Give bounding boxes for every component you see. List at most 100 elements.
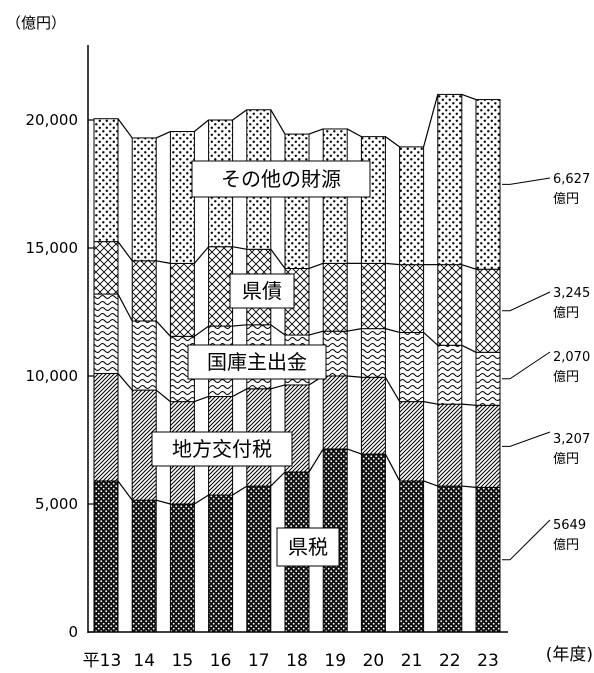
connector-地方交付税 xyxy=(270,384,286,390)
bar-column-10 xyxy=(475,99,501,633)
bar-segment-県債 xyxy=(93,241,119,295)
series-label-text: 県債 xyxy=(242,279,282,303)
y-tick-label: 5,000 xyxy=(35,495,78,513)
connector-国庫主出金 xyxy=(232,324,247,327)
end-label-value: 2,070 xyxy=(553,350,590,365)
end-label-leader xyxy=(502,431,551,447)
end-label-unit: 億円 xyxy=(553,537,579,553)
bar-segment-国庫主出金 xyxy=(399,331,425,403)
connector-地方交付税 xyxy=(384,376,401,402)
bar-segment-県債 xyxy=(475,268,501,353)
bar-segment-国庫主出金 xyxy=(131,320,157,391)
connector-その他の財源 xyxy=(461,93,477,101)
end-label-unit: 億円 xyxy=(553,451,579,467)
connector-県税 xyxy=(156,499,171,505)
connector-国庫主出金 xyxy=(423,332,439,346)
connector-その他の財源 xyxy=(232,109,248,121)
connector-県税 xyxy=(346,448,362,455)
connector-その他の財源 xyxy=(270,109,286,135)
bar-segment-国庫主出金 xyxy=(437,344,463,405)
connector-その他の財源 xyxy=(346,128,362,138)
bar-segment-その他の財源 xyxy=(131,137,157,262)
bar-segment-国庫主出金 xyxy=(475,351,501,406)
connector-国庫主出金 xyxy=(270,324,286,336)
connector-県債 xyxy=(156,260,171,264)
bar-segment-県債 xyxy=(169,262,195,337)
series-label-text: 国庫主出金 xyxy=(207,350,307,374)
connector-その他の財源 xyxy=(385,136,400,148)
bar-segment-地方交付税 xyxy=(475,404,501,488)
y-tick-label: 15,000 xyxy=(26,239,79,257)
bar-segment-その他の財源 xyxy=(475,99,501,270)
connector-その他の財源 xyxy=(194,119,209,132)
connector-国庫主出金 xyxy=(155,320,171,337)
connector-県税 xyxy=(384,453,401,482)
bar-column-9 xyxy=(437,93,463,633)
series-label-box xyxy=(151,431,293,467)
bar-segment-その他の財源 xyxy=(360,136,386,264)
connector-その他の財源 xyxy=(308,128,324,135)
end-label-value: 3,245 xyxy=(553,286,590,301)
bar-segment-国庫主出金 xyxy=(93,293,119,374)
series-label-text: 地方交付税 xyxy=(172,437,272,461)
bar-segment-県税 xyxy=(246,485,272,633)
x-tick-label: 15 xyxy=(172,651,194,671)
end-label-unit: 億円 xyxy=(553,191,579,207)
x-axis-unit-label: (年度) xyxy=(546,645,593,665)
end-label-県税: 5649 億円 xyxy=(502,518,586,561)
connector-国庫主出金 xyxy=(194,325,209,337)
bar-segment-県税 xyxy=(131,499,157,633)
connector-県税 xyxy=(308,448,324,473)
x-tick-label: 17 xyxy=(248,651,270,671)
end-label-leader xyxy=(502,519,551,561)
bar-segment-その他の財源 xyxy=(399,146,425,266)
connector-地方交付税 xyxy=(423,401,438,405)
bar-segment-その他の財源 xyxy=(284,133,310,269)
y-axis-unit-label: （億円） xyxy=(6,14,66,32)
connector-地方交付税 xyxy=(155,389,171,403)
x-tick-label: 22 xyxy=(439,651,461,671)
connector-地方交付税 xyxy=(347,375,362,378)
series-label-text: その他の財源 xyxy=(221,167,341,191)
series-label-box xyxy=(187,344,327,380)
x-tick-label: 平13 xyxy=(83,651,122,671)
series-label-box xyxy=(229,273,295,309)
bar-segment-県債 xyxy=(208,246,234,327)
connector-県税 xyxy=(232,485,248,496)
bar-segment-地方交付税 xyxy=(399,401,425,482)
series-label-text: 県税 xyxy=(288,535,328,559)
connector-その他の財源 xyxy=(155,130,171,139)
connector-国庫主出金 xyxy=(308,330,324,336)
bar-segment-国庫主出金 xyxy=(322,330,348,377)
bar-segment-県債 xyxy=(399,264,425,333)
bar-segment-地方交付税 xyxy=(360,376,386,455)
bar-column-1 xyxy=(131,137,157,633)
bar-segment-県税 xyxy=(208,494,234,633)
connector-県税 xyxy=(117,480,133,501)
bar-segment-県債 xyxy=(322,262,348,332)
bar-segment-県税 xyxy=(399,480,425,633)
x-tick-label: 21 xyxy=(401,651,423,671)
bar-segment-地方交付税 xyxy=(322,375,348,450)
connector-地方交付税 xyxy=(194,395,209,403)
series-label-box xyxy=(191,160,371,198)
x-axis: 平13 14 15 16 17 18 19 20 21 22 23 (年度) xyxy=(83,631,593,671)
bar-column-2 xyxy=(169,131,195,633)
y-tick-label: 10,000 xyxy=(26,367,79,385)
series-labels: 県税 地方交付税 国庫主出金 県債 その他の財源 xyxy=(151,160,371,567)
series-label-地方交付税: 地方交付税 xyxy=(151,431,293,467)
connector-県債 xyxy=(385,262,400,266)
end-label-value: 3,207 xyxy=(553,432,590,447)
bar-column-0 xyxy=(93,118,119,633)
bar-segment-県税 xyxy=(360,453,386,633)
end-label-unit: 億円 xyxy=(553,305,579,321)
x-tick-label: 20 xyxy=(363,651,385,671)
connector-その他の財源 xyxy=(423,94,439,148)
connector-県税 xyxy=(423,480,439,487)
bar-segment-その他の財源 xyxy=(93,118,119,243)
connector-国庫主出金 xyxy=(117,293,133,322)
y-tick-label: 0 xyxy=(68,623,78,641)
connector-県債 xyxy=(308,262,324,270)
end-label-国庫主出金: 2,070 億円 xyxy=(502,350,590,385)
